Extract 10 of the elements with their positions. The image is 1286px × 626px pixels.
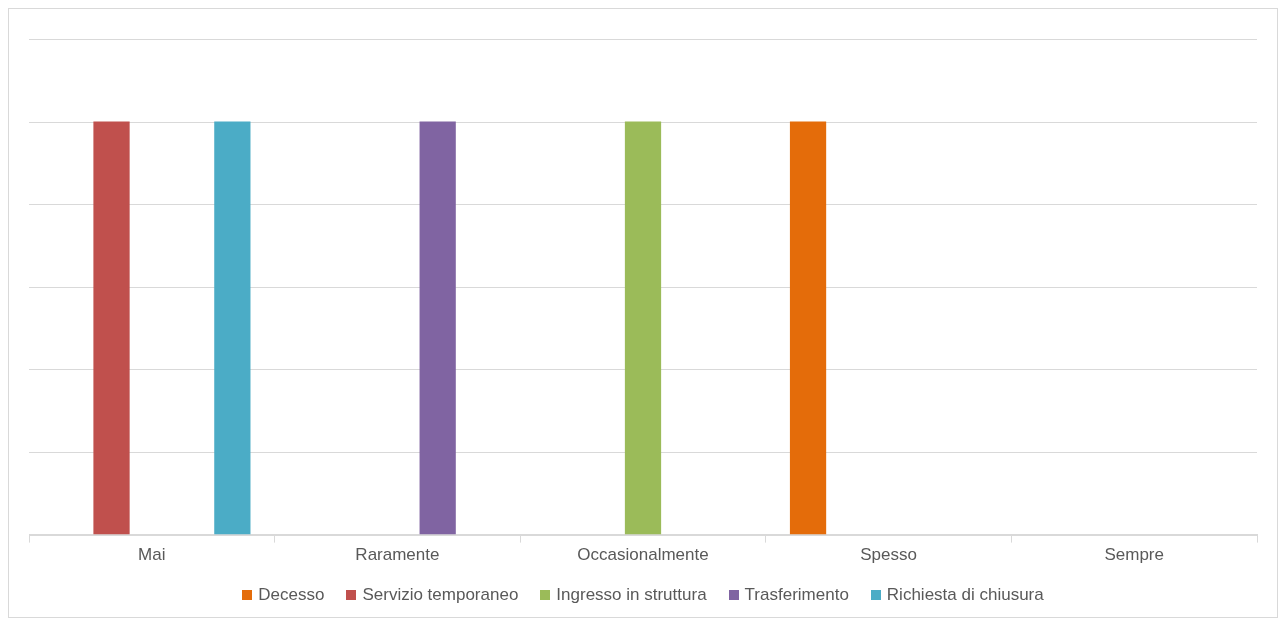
x-tick-label: Sempre	[1104, 545, 1164, 565]
x-tick-label: Spesso	[860, 545, 917, 565]
x-tick-label: Mai	[138, 545, 166, 565]
x-tick-label: Occasionalmente	[577, 545, 709, 565]
legend-label: Richiesta di chiusura	[886, 585, 1044, 605]
legend-label: Decesso	[258, 585, 325, 605]
legend-label: Servizio temporaneo	[362, 585, 519, 605]
x-tick-label: Raramente	[355, 545, 440, 565]
legend-label: Ingresso in struttura	[556, 585, 707, 605]
legend-label: Trasferimento	[744, 585, 849, 605]
